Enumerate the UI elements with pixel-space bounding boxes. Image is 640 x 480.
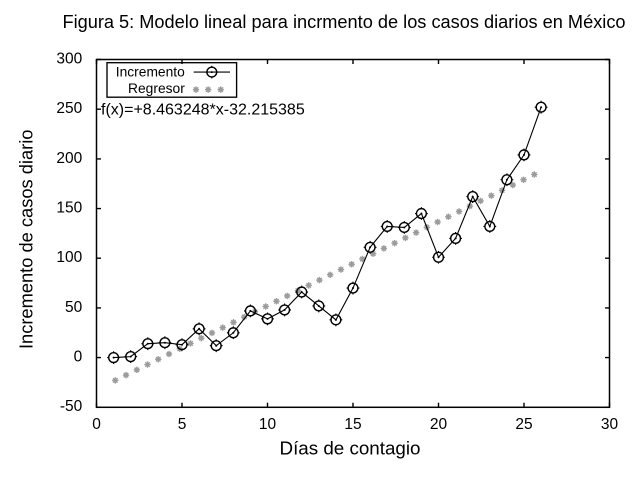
svg-text:f(x)=+8.463248*x-32.215385: f(x)=+8.463248*x-32.215385 xyxy=(101,102,305,119)
svg-text:15: 15 xyxy=(344,416,361,433)
svg-text:250: 250 xyxy=(56,100,82,117)
svg-text:Incremento: Incremento xyxy=(116,64,185,79)
svg-text:50: 50 xyxy=(65,299,83,316)
svg-text:300: 300 xyxy=(56,50,82,67)
svg-text:Incremento de casos diario: Incremento de casos diario xyxy=(15,130,36,349)
svg-text:Figura 5: Modelo lineal para i: Figura 5: Modelo lineal para incrmento d… xyxy=(62,12,625,32)
svg-text:30: 30 xyxy=(601,416,619,433)
svg-text:5: 5 xyxy=(178,416,187,433)
svg-text:-50: -50 xyxy=(60,398,83,415)
svg-text:0: 0 xyxy=(74,349,83,366)
svg-text:Días de contagio: Días de contagio xyxy=(280,438,421,459)
svg-text:25: 25 xyxy=(515,416,532,433)
svg-text:20: 20 xyxy=(430,416,448,433)
svg-text:0: 0 xyxy=(92,416,101,433)
svg-text:Regresor: Regresor xyxy=(128,81,185,96)
svg-text:10: 10 xyxy=(259,416,277,433)
svg-text:150: 150 xyxy=(56,200,82,217)
svg-text:200: 200 xyxy=(56,150,82,167)
svg-text:100: 100 xyxy=(56,249,82,266)
